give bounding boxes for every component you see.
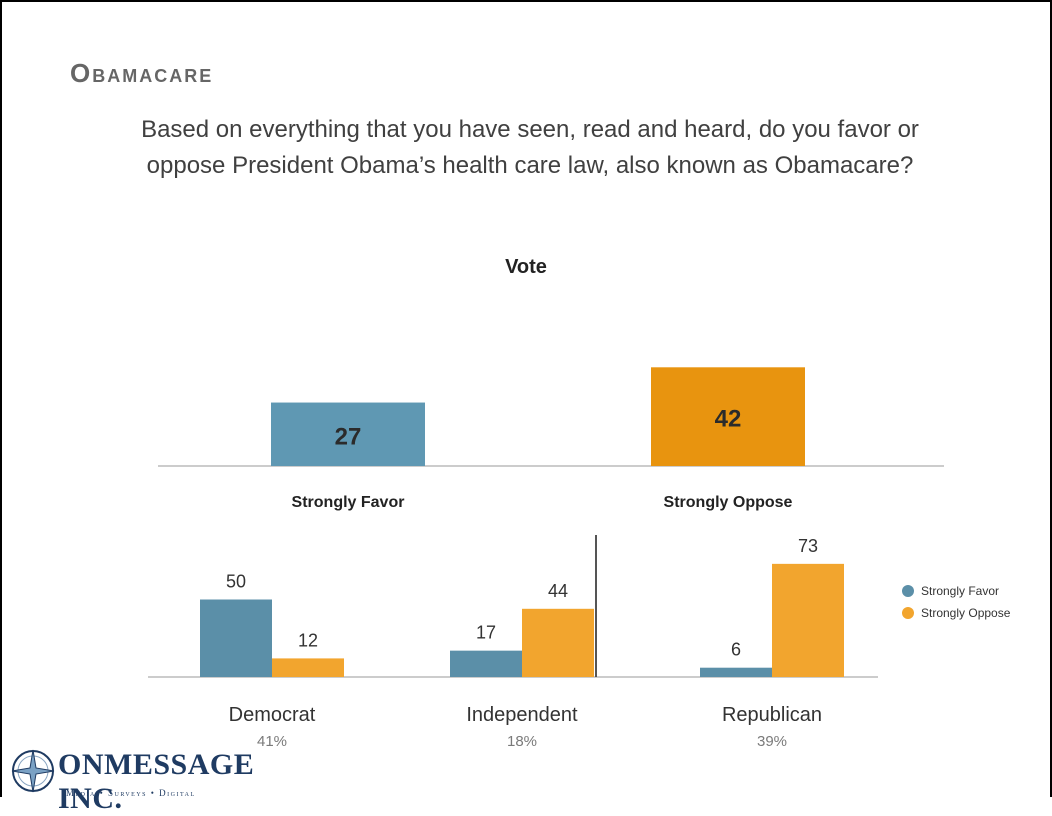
bar-value-label: 27: [335, 423, 362, 450]
bar-independent-strongly-favor: [450, 650, 522, 677]
legend: Strongly Favor Strongly Oppose: [902, 580, 1010, 624]
logo-wordmark: ONMESSAGE INC.: [58, 748, 255, 815]
company-logo: ONMESSAGE INC. Media • Surveys • Digital: [6, 742, 306, 815]
bar-strongly-oppose: [651, 367, 805, 466]
bar-republican-strongly-oppose: [772, 563, 844, 677]
category-label: Republican: [722, 704, 822, 726]
category-label: Strongly Oppose: [664, 494, 793, 511]
chart-canvas: 27 Strongly Favor 42 Strongly Oppose 50 12 De…: [148, 367, 944, 750]
vote-chart: 27 Strongly Favor 42 Strongly Oppose: [158, 367, 944, 511]
category-label: Strongly Favor: [292, 494, 405, 511]
bar-strongly-favor: [271, 402, 425, 466]
bar-republican-strongly-favor: [700, 667, 772, 677]
bar-value-label: 73: [798, 536, 818, 556]
bar-independent-strongly-oppose: [522, 608, 594, 677]
slide-frame: [0, 0, 1052, 797]
legend-label: Strongly Oppose: [921, 606, 1011, 620]
chart-title: Vote: [505, 256, 547, 278]
bar-value-label: 6: [731, 640, 741, 660]
category-share-label: 39%: [757, 733, 787, 750]
bar-value-label: 44: [548, 581, 568, 601]
slide-title: Obamacare: [70, 58, 214, 88]
category-label: Democrat: [229, 704, 316, 726]
category-label: Independent: [466, 704, 578, 726]
bar-value-label: 42: [715, 406, 742, 433]
legend-item-oppose: Strongly Oppose: [902, 602, 1010, 624]
compass-icon: [11, 749, 55, 793]
category-share-label: 41%: [257, 733, 287, 750]
legend-swatch: [902, 607, 914, 619]
bar-democrat-strongly-oppose: [272, 658, 344, 677]
legend-label: Strongly Favor: [921, 584, 1000, 598]
bar-democrat-strongly-favor: [200, 599, 272, 677]
bar-value-label: 17: [476, 623, 496, 643]
bar-value-label: 12: [298, 630, 318, 650]
category-share-label: 18%: [507, 733, 537, 750]
legend-item-favor: Strongly Favor: [902, 580, 1010, 602]
survey-question: Based on everything that you have seen, …: [141, 116, 919, 179]
bar-value-label: 50: [226, 572, 246, 592]
legend-swatch: [902, 585, 914, 597]
party-chart: 50 12 Democrat 41% 17 44 Independent 18% 6 73 Repu…: [148, 535, 878, 750]
logo-tagline: Media • Surveys • Digital: [66, 788, 196, 798]
